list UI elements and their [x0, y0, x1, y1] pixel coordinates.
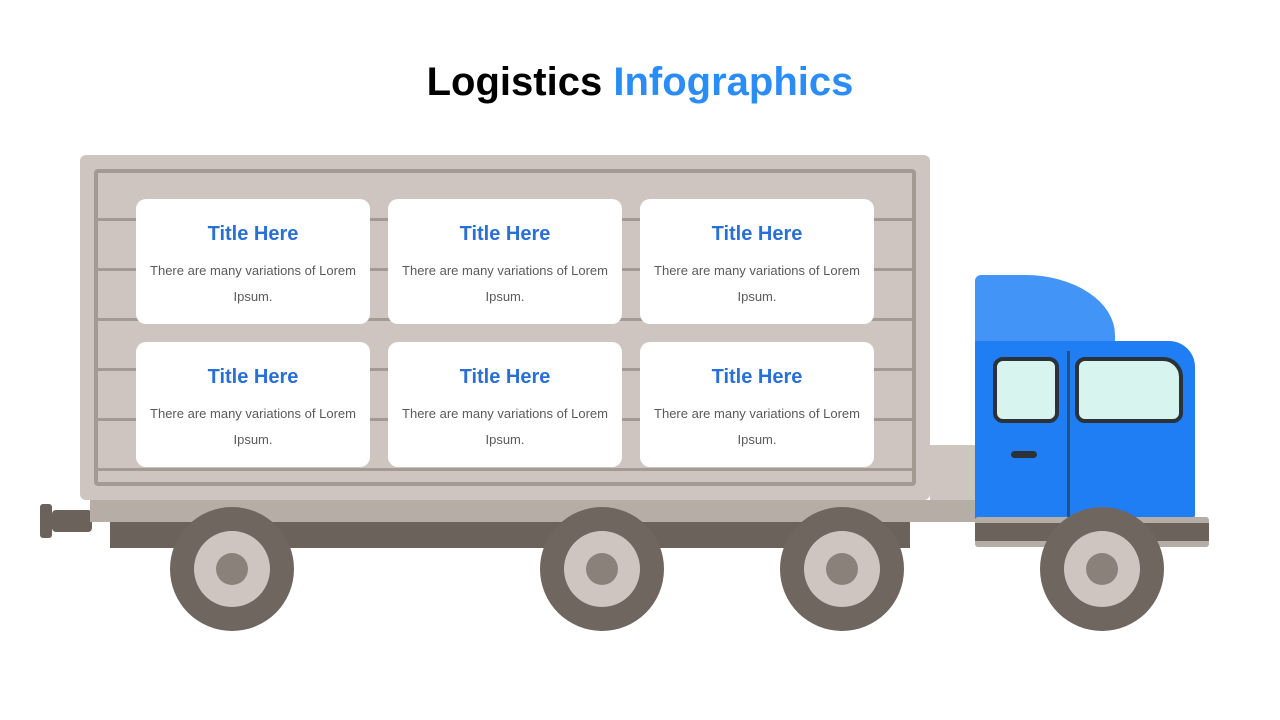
- info-card: Title Here There are many variations of …: [136, 199, 370, 324]
- info-card: Title Here There are many variations of …: [136, 342, 370, 467]
- page-title: Logistics Infographics: [0, 0, 1280, 105]
- card-text: There are many variations of Lorem Ipsum…: [654, 401, 860, 453]
- card-title: Title Here: [150, 366, 356, 389]
- card-title: Title Here: [654, 366, 860, 389]
- card-text: There are many variations of Lorem Ipsum…: [150, 401, 356, 453]
- trailer-plank: [98, 468, 912, 471]
- trailer-hitch: [52, 510, 92, 532]
- trailer-coupler-low: [930, 500, 980, 522]
- card-title: Title Here: [654, 223, 860, 246]
- card-text: There are many variations of Lorem Ipsum…: [150, 258, 356, 310]
- info-card: Title Here There are many variations of …: [388, 199, 622, 324]
- info-card: Title Here There are many variations of …: [640, 342, 874, 467]
- card-grid: Title Here There are many variations of …: [136, 199, 874, 456]
- wheel-icon: [780, 507, 904, 631]
- card-title: Title Here: [402, 223, 608, 246]
- info-card: Title Here There are many variations of …: [388, 342, 622, 467]
- wheel-hub: [586, 553, 618, 585]
- card-title: Title Here: [150, 223, 356, 246]
- trailer-coupler: [930, 445, 980, 500]
- wheel-hub: [1086, 553, 1118, 585]
- cab-window-front: [1075, 357, 1183, 423]
- card-title: Title Here: [402, 366, 608, 389]
- truck-illustration: Title Here There are many variations of …: [80, 155, 1260, 675]
- card-text: There are many variations of Lorem Ipsum…: [402, 258, 608, 310]
- cab-roof: [975, 275, 1115, 347]
- cab-door-line: [1067, 351, 1070, 517]
- wheel-icon: [170, 507, 294, 631]
- info-card: Title Here There are many variations of …: [640, 199, 874, 324]
- cab-window-rear: [993, 357, 1059, 423]
- wheel-hub: [826, 553, 858, 585]
- trailer-panel: Title Here There are many variations of …: [94, 169, 916, 486]
- wheel-icon: [1040, 507, 1164, 631]
- truck-trailer: Title Here There are many variations of …: [80, 155, 930, 500]
- wheel-icon: [540, 507, 664, 631]
- wheel-hub: [216, 553, 248, 585]
- card-text: There are many variations of Lorem Ipsum…: [654, 258, 860, 310]
- cab-door-handle: [1011, 451, 1037, 458]
- card-text: There are many variations of Lorem Ipsum…: [402, 401, 608, 453]
- title-word-1: Logistics: [427, 60, 603, 104]
- title-word-2: Infographics: [613, 60, 853, 104]
